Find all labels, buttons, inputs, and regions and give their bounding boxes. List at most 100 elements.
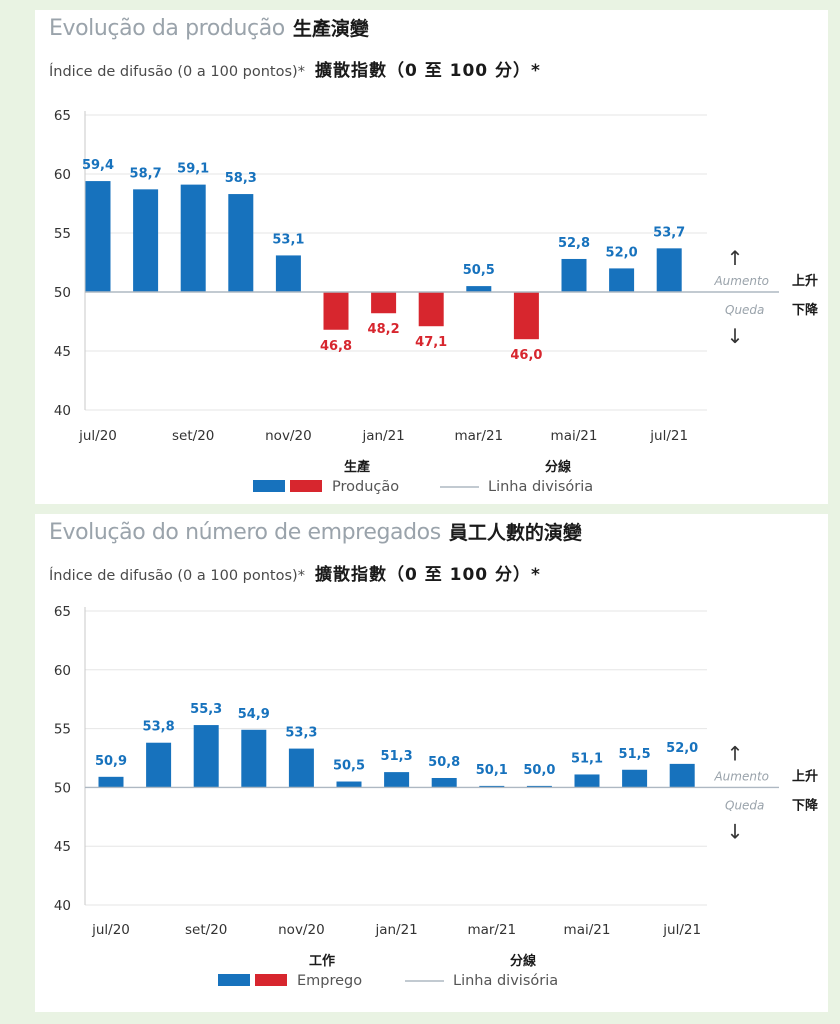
bar [98, 776, 124, 788]
legend-swatch-negative [255, 974, 287, 986]
x-tick-label: jul/21 [662, 922, 701, 938]
title-chinese: 員工人數的演變 [448, 522, 582, 544]
queda-label-zh: 下降 [792, 797, 819, 813]
bar [418, 292, 444, 327]
legend-swatch-negative [290, 480, 322, 492]
title-portuguese: Evolução da produção [49, 16, 285, 41]
bar [431, 777, 457, 788]
data-label: 52,8 [558, 236, 590, 251]
x-tick-label: jul/20 [78, 428, 117, 444]
bar [241, 729, 267, 788]
x-tick-label: jul/20 [91, 922, 130, 938]
data-label: 50,5 [333, 759, 365, 774]
subtitle-portuguese: Índice de difusão (0 a 100 pontos)* [49, 64, 305, 80]
data-label: 54,9 [238, 707, 270, 722]
legend-series-zh: 生產 [344, 459, 370, 475]
legend-line-zh: 分線 [510, 953, 537, 969]
x-tick-label: mai/21 [564, 922, 611, 938]
x-tick-label: jan/21 [361, 428, 404, 444]
x-tick-label: set/20 [185, 922, 227, 938]
y-tick-label: 40 [54, 898, 71, 914]
chart-title: Evolução da produção 生產演變 [49, 14, 369, 41]
y-tick-label: 55 [54, 722, 71, 738]
data-label: 59,4 [82, 158, 114, 173]
legend-line-zh: 分線 [545, 459, 572, 475]
bar [561, 258, 587, 292]
x-tick-label: nov/20 [265, 428, 312, 444]
data-label: 50,8 [428, 755, 460, 770]
x-tick-label: mai/21 [551, 428, 598, 444]
x-tick-label: mar/21 [454, 428, 503, 444]
legend-series-label: Emprego [297, 973, 362, 989]
data-label: 51,5 [619, 747, 651, 762]
data-label: 53,8 [143, 720, 175, 735]
data-label: 50,9 [95, 754, 127, 769]
y-tick-label: 60 [54, 167, 71, 183]
bar [228, 194, 254, 292]
x-tick-label: nov/20 [278, 922, 325, 938]
employment-chart-panel: Evolução do número de empregados 員工人數的演變 … [35, 514, 828, 1012]
data-label: 52,0 [606, 245, 638, 260]
production-chart-panel: Evolução da produção 生產演變 Índice de difus… [35, 10, 828, 504]
bar [513, 292, 539, 340]
data-label: 50,5 [463, 263, 495, 278]
legend-series-zh: 工作 [309, 953, 335, 969]
bar [371, 292, 397, 314]
chart-subtitle: Índice de difusão (0 a 100 pontos)* 擴散指數（… [49, 56, 541, 81]
aumento-label: Aumento [713, 274, 769, 288]
bar [133, 189, 159, 292]
data-label: 53,3 [285, 726, 317, 741]
bar [275, 255, 301, 292]
bar [288, 748, 314, 788]
data-label: 51,1 [571, 751, 603, 766]
legend-line-label: Linha divisória [453, 973, 558, 989]
legend-line-label: Linha divisória [488, 479, 593, 495]
chart-subtitle: Índice de difusão (0 a 100 pontos)* 擴散指數（… [49, 560, 541, 585]
data-label: 48,2 [368, 322, 400, 337]
bar [466, 286, 492, 292]
subtitle-portuguese: Índice de difusão (0 a 100 pontos)* [49, 568, 305, 584]
y-tick-label: 65 [54, 604, 71, 620]
queda-label-zh: 下降 [792, 302, 819, 318]
legend-swatch-positive [253, 480, 285, 492]
queda-label: Queda [725, 303, 764, 317]
bar [323, 292, 349, 330]
x-tick-label: jul/21 [649, 428, 688, 444]
title-chinese: 生產演變 [292, 18, 369, 40]
queda-label: Queda [725, 798, 764, 812]
y-tick-label: 55 [54, 226, 71, 242]
bar [193, 725, 219, 788]
bar [574, 774, 600, 788]
chart-title: Evolução do número de empregados 員工人數的演變 [49, 518, 582, 545]
data-label: 50,0 [523, 763, 555, 778]
x-tick-label: set/20 [172, 428, 214, 444]
aumento-label: Aumento [713, 769, 769, 783]
data-label: 52,0 [666, 741, 698, 756]
data-label: 59,1 [177, 162, 209, 177]
data-label: 50,1 [476, 763, 508, 778]
subtitle-chinese: 擴散指數（0 至 100 分）* [314, 565, 541, 585]
data-label: 51,3 [381, 749, 413, 764]
data-label: 58,7 [130, 166, 162, 181]
legend-series-label: Produção [332, 479, 399, 495]
y-tick-label: 60 [54, 663, 71, 679]
bar [526, 785, 552, 788]
data-label: 53,7 [653, 225, 685, 240]
y-tick-label: 50 [54, 285, 71, 301]
y-tick-label: 65 [54, 108, 71, 124]
up-arrow-icon: ↑ [727, 246, 744, 270]
down-arrow-icon: ↓ [727, 819, 744, 843]
y-tick-label: 45 [54, 344, 71, 360]
bar [669, 763, 695, 788]
bar [180, 184, 206, 292]
bar [622, 769, 648, 788]
bar [609, 268, 635, 292]
bar [146, 742, 172, 788]
production-bar-chart: 40 45 50 55 60 65 59,4 58,7 59,1 58,3 53,1 46,8 48,2… [54, 108, 819, 495]
subtitle-chinese: 擴散指數（0 至 100 分）* [314, 61, 541, 81]
title-portuguese: Evolução do número de empregados [49, 520, 441, 545]
data-label: 46,0 [510, 348, 542, 363]
employment-bar-chart: 40 45 50 55 60 65 50,9 53,8 55,3 54,9 53,3 50,5 51,3… [54, 604, 819, 989]
legend-swatch-positive [218, 974, 250, 986]
y-tick-label: 40 [54, 403, 71, 419]
